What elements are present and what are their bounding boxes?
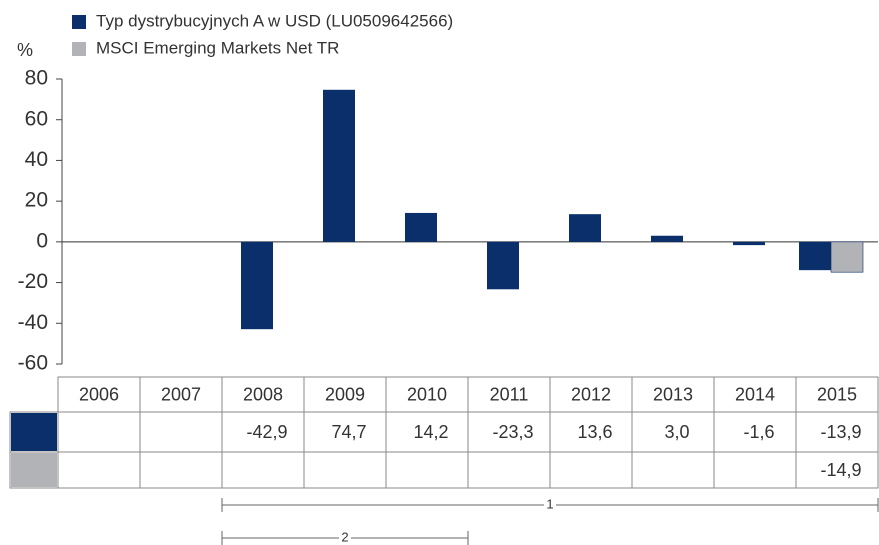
bar <box>799 241 831 271</box>
table-value: -1,6 <box>743 422 774 442</box>
bracket-label-bg <box>339 531 351 545</box>
legend-swatch <box>72 15 86 29</box>
x-tick-label: 2013 <box>653 384 693 404</box>
y-tick-label: -40 <box>18 311 48 334</box>
x-tick-label: 2015 <box>817 384 857 404</box>
table-value: 14,2 <box>413 422 448 442</box>
table-value: 3,0 <box>664 422 689 442</box>
table-value: -13,9 <box>820 422 861 442</box>
y-tick-label: 0 <box>36 229 48 252</box>
table-swatch <box>11 413 57 451</box>
bar <box>405 212 437 242</box>
table-value: -42,9 <box>246 422 287 442</box>
bar <box>323 89 355 242</box>
legend-label: MSCI Emerging Markets Net TR <box>96 38 339 57</box>
bracket-label: 1 <box>546 496 553 511</box>
y-tick-label: 20 <box>25 189 48 212</box>
x-tick-label: 2009 <box>325 384 365 404</box>
table-value: -23,3 <box>492 422 533 442</box>
table-value: -14,9 <box>820 460 861 480</box>
legend-label: Typ dystrybucyjnych A w USD (LU050964256… <box>96 11 453 30</box>
x-tick-label: 2008 <box>243 384 283 404</box>
bar <box>733 241 765 246</box>
x-tick-label: 2014 <box>735 384 775 404</box>
table-swatch <box>11 453 57 487</box>
bar <box>241 241 273 330</box>
bar <box>651 235 683 242</box>
bracket-label-bg <box>544 498 556 512</box>
y-axis-label: % <box>17 40 33 60</box>
legend-swatch <box>72 42 86 56</box>
y-tick-label: -20 <box>18 270 48 293</box>
x-tick-label: 2010 <box>407 384 447 404</box>
x-tick-label: 2011 <box>490 384 529 404</box>
bar <box>569 214 601 242</box>
y-tick-label: -60 <box>18 352 48 375</box>
table-value: 13,6 <box>577 422 612 442</box>
x-tick-label: 2006 <box>79 384 119 404</box>
y-tick-label: 60 <box>25 107 48 130</box>
y-tick-label: 80 <box>25 67 48 90</box>
x-tick-label: 2007 <box>161 384 201 404</box>
bar <box>487 241 519 290</box>
table-value: 74,7 <box>331 422 366 442</box>
x-tick-label: 2012 <box>571 384 611 404</box>
y-tick-label: 40 <box>25 148 48 171</box>
bracket-label: 2 <box>341 529 348 544</box>
bar <box>830 241 864 273</box>
